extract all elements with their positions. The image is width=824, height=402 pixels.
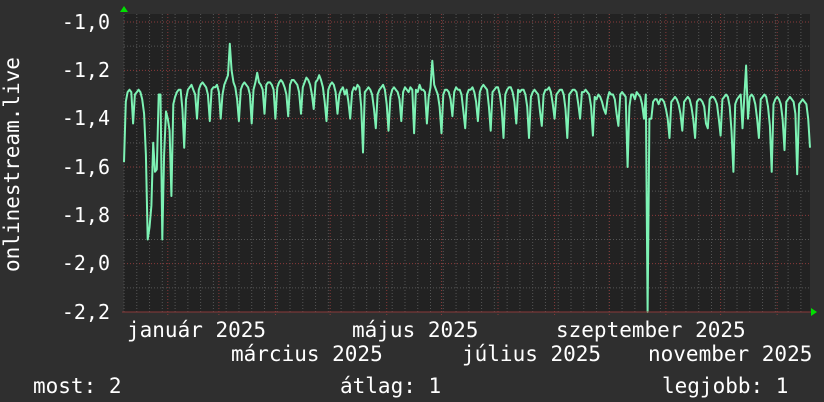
x-axis-arrow-icon: [811, 308, 817, 316]
series: [123, 42, 811, 313]
y-tick-label: -1,2: [61, 58, 110, 82]
x-tick-label: március 2025: [231, 342, 383, 366]
y-tick-label: -2,0: [61, 251, 110, 275]
y-axis-arrow-icon: [120, 6, 128, 12]
y-tick-label: -1,8: [61, 203, 110, 227]
y-tick-label: -1,4: [61, 106, 110, 130]
x-tick-label: július 2025: [462, 342, 602, 366]
legend-best: legjobb: 1: [662, 374, 789, 398]
legend-average: átlag: 1: [340, 374, 442, 398]
y-tick-label: -2,2: [61, 300, 110, 324]
plot-area: [124, 14, 810, 312]
legend-current: most: 2: [33, 374, 122, 398]
y-tick-label: -1,0: [61, 10, 110, 34]
x-tick-label: november 2025: [648, 342, 813, 366]
x-tick-label: május 2025: [352, 318, 479, 342]
series-line: [123, 42, 811, 313]
x-tick-label: január 2025: [127, 318, 267, 342]
x-tick-label: szeptember 2025: [556, 318, 746, 342]
y-tick-label: -1,6: [61, 155, 110, 179]
